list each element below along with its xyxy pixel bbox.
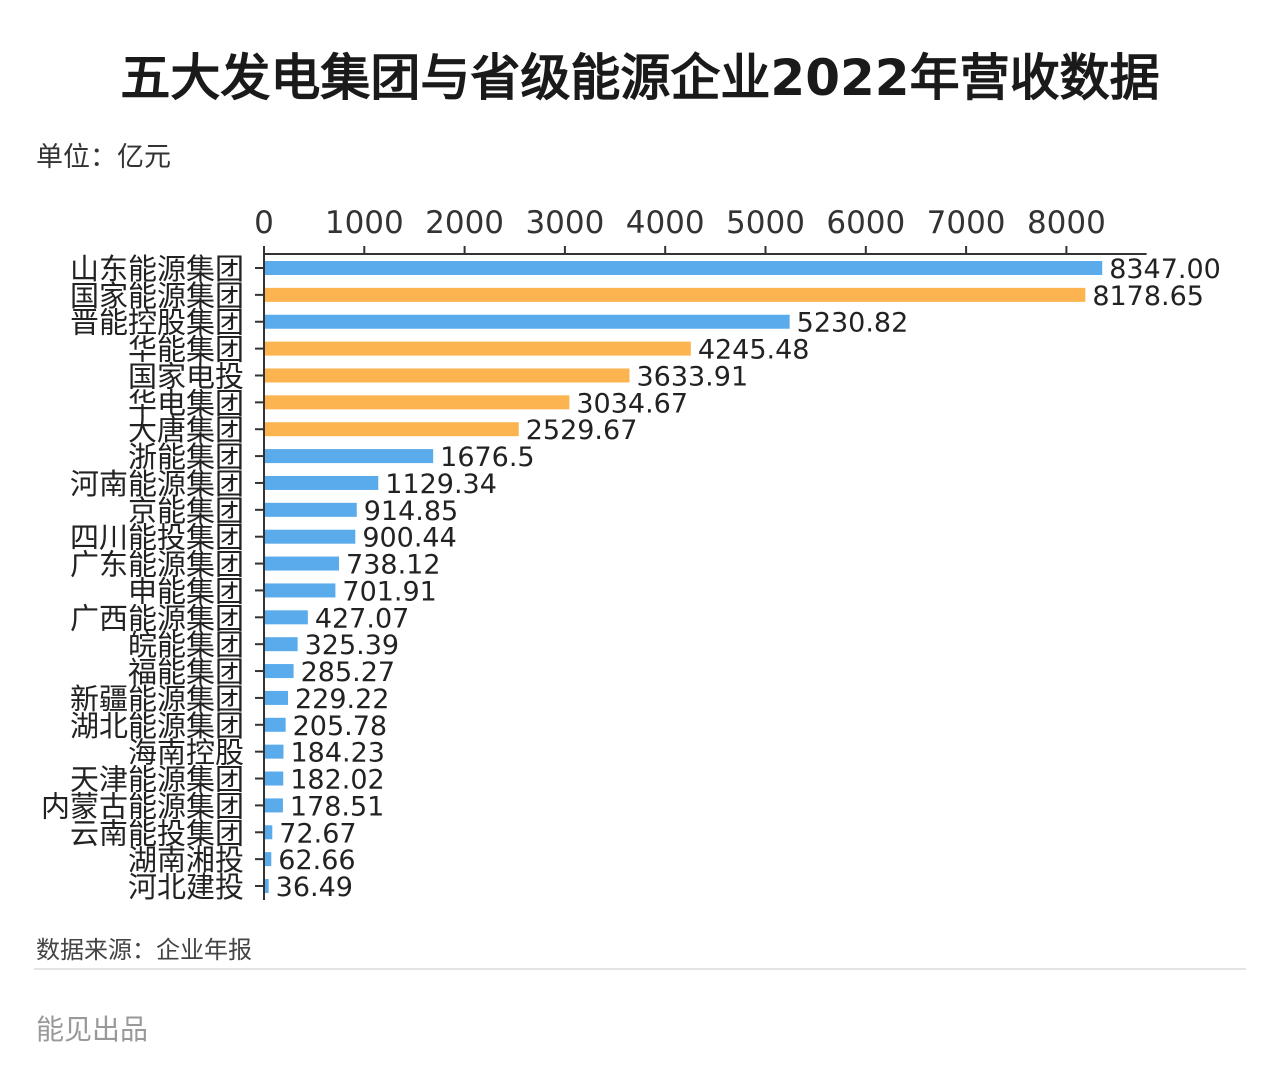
data-label: 3633.91 <box>636 361 748 392</box>
category-label: 国家电投 <box>128 359 244 393</box>
data-label: 3034.67 <box>576 388 688 419</box>
data-label: 36.49 <box>276 872 353 903</box>
bar <box>265 637 298 652</box>
category-label: 申能集团 <box>128 574 244 608</box>
bar <box>265 261 1103 275</box>
data-label: 182.02 <box>290 765 384 796</box>
bar <box>265 422 519 437</box>
data-label: 701.91 <box>342 576 436 607</box>
data-label: 900.44 <box>362 523 456 554</box>
bar <box>265 798 283 813</box>
bar <box>265 341 691 356</box>
category-label: 海南控股 <box>128 736 244 770</box>
category-label: 湖北能源集团 <box>70 709 244 743</box>
category-label: 河南能源集团 <box>70 467 244 501</box>
bar <box>265 852 272 867</box>
category-label: 天津能源集团 <box>70 763 244 797</box>
bar <box>265 690 288 705</box>
bar <box>265 610 308 625</box>
data-label: 5230.82 <box>797 308 909 339</box>
bar-chart: 0 1000 2000 3000 4000 5000 6000 7000 8000 山东能源集团 8… <box>41 205 1221 904</box>
data-label: 229.22 <box>295 684 389 715</box>
bar <box>265 287 1086 302</box>
bar <box>265 717 286 732</box>
data-label: 178.51 <box>290 791 384 822</box>
x-tick-label: 7000 <box>927 205 1006 241</box>
category-label: 新疆能源集团 <box>70 682 244 716</box>
x-tick-label: 5000 <box>726 205 805 241</box>
bar <box>265 368 630 383</box>
bar <box>265 664 294 679</box>
bar <box>265 556 340 571</box>
x-tick-label: 8000 <box>1027 205 1106 241</box>
bar <box>265 449 434 464</box>
data-label: 738.12 <box>346 550 440 581</box>
category-label: 华电集团 <box>128 386 244 420</box>
bar <box>265 475 379 490</box>
data-label: 8347.00 <box>1109 254 1221 285</box>
data-label: 4245.48 <box>698 335 810 366</box>
data-label: 72.67 <box>279 818 356 849</box>
bar <box>265 825 273 840</box>
brand-credit: 能见出品 <box>36 1013 149 1046</box>
x-tick-label: 4000 <box>626 205 705 241</box>
data-label: 285.27 <box>301 657 395 688</box>
category-label: 山东能源集团 <box>70 252 244 286</box>
data-label: 1129.34 <box>385 469 497 500</box>
bar <box>265 314 790 329</box>
divider <box>34 968 1246 970</box>
data-label: 8178.65 <box>1092 281 1204 312</box>
unit-label: 单位：亿元 <box>36 142 171 173</box>
data-label: 325.39 <box>305 630 399 661</box>
bar <box>265 529 356 544</box>
category-label: 晋能控股集团 <box>70 306 244 340</box>
data-label: 2529.67 <box>526 415 638 446</box>
data-label: 205.78 <box>293 711 387 742</box>
x-tick-label: 3000 <box>525 205 604 241</box>
category-label: 广东能源集团 <box>70 548 244 582</box>
bar <box>265 879 269 894</box>
bar <box>265 395 570 410</box>
data-label: 427.07 <box>315 603 409 634</box>
category-label: 京能集团 <box>128 494 244 528</box>
x-tick-label: 6000 <box>826 205 905 241</box>
category-label: 浙能集团 <box>128 440 244 474</box>
category-label: 国家能源集团 <box>70 279 244 313</box>
x-tick-label: 0 <box>254 205 274 241</box>
source-note: 数据来源：企业年报 <box>36 936 252 964</box>
data-label: 1676.5 <box>440 442 534 473</box>
data-label: 184.23 <box>290 738 384 769</box>
chart-title: 五大发电集团与省级能源企业2022年营收数据 <box>120 49 1160 107</box>
bar <box>265 744 284 759</box>
x-tick-label: 2000 <box>425 205 504 241</box>
category-label: 皖能集团 <box>128 628 244 662</box>
x-tick-label: 1000 <box>325 205 404 241</box>
category-label: 湖南湘投 <box>128 843 244 877</box>
bar <box>265 583 336 598</box>
bar <box>265 502 357 517</box>
category-label: 云南能投集团 <box>70 816 244 850</box>
bar <box>265 771 284 786</box>
category-label: 华能集团 <box>128 333 244 367</box>
category-label: 四川能投集团 <box>70 521 244 555</box>
category-label: 内蒙古能源集团 <box>41 789 244 823</box>
category-label: 福能集团 <box>128 655 244 689</box>
data-label: 914.85 <box>364 496 458 527</box>
category-label: 河北建投 <box>128 870 244 904</box>
data-label: 62.66 <box>278 845 355 876</box>
category-label: 大唐集团 <box>128 413 244 447</box>
category-label: 广西能源集团 <box>70 601 244 635</box>
